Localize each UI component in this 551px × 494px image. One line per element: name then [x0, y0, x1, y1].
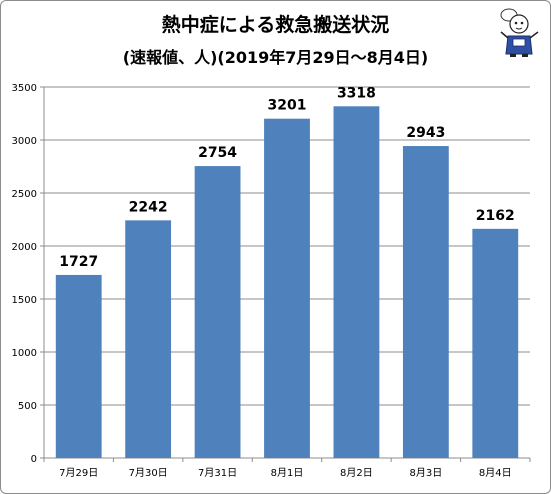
data-label: 3201 — [268, 98, 307, 114]
data-label: 1727 — [59, 254, 98, 270]
mascot-icon — [500, 8, 539, 57]
bar — [264, 118, 310, 458]
x-tick-label: 8月3日 — [409, 467, 442, 479]
x-axis-ticks: 7月29日 7月30日 7月31日 8月1日 8月2日 8月3日 8月4日 — [59, 467, 511, 479]
data-label: 2943 — [406, 125, 445, 141]
bars — [55, 106, 519, 459]
bar — [194, 166, 241, 459]
y-tick-label: 2500 — [12, 189, 37, 200]
y-tick-label: 1000 — [12, 348, 37, 359]
y-tick-label: 3000 — [12, 136, 37, 147]
y-axis-ticks: 0 500 1000 1500 2000 2500 3000 3500 — [12, 83, 37, 465]
data-label: 3318 — [337, 85, 376, 101]
x-tick-label: 8月2日 — [340, 467, 373, 479]
bar — [402, 146, 449, 459]
y-tick-label: 500 — [18, 401, 37, 412]
data-label: 2242 — [129, 199, 168, 215]
y-tick-label: 1500 — [12, 295, 37, 306]
y-tick-label: 3500 — [12, 83, 37, 94]
data-label: 2162 — [476, 208, 515, 224]
x-tick-label: 8月1日 — [271, 467, 304, 479]
data-labels: 1727 2242 2754 3201 3318 2943 2162 — [59, 85, 515, 270]
chart-title: 熱中症による救急搬送状況 — [161, 14, 390, 36]
x-tick-label: 7月30日 — [129, 467, 168, 479]
x-tick-label: 7月29日 — [59, 467, 98, 479]
x-tick-label: 7月31日 — [198, 467, 237, 479]
bar — [55, 274, 102, 458]
x-tick-label: 8月4日 — [479, 467, 512, 479]
bar — [472, 228, 519, 458]
y-tick-label: 0 — [31, 454, 37, 465]
data-label: 2754 — [198, 145, 237, 161]
bar — [333, 106, 380, 459]
bar — [125, 220, 172, 458]
chart-subtitle: (速報値、人)(2019年7月29日～8月4日) — [122, 48, 429, 67]
y-tick-label: 2000 — [12, 242, 37, 253]
